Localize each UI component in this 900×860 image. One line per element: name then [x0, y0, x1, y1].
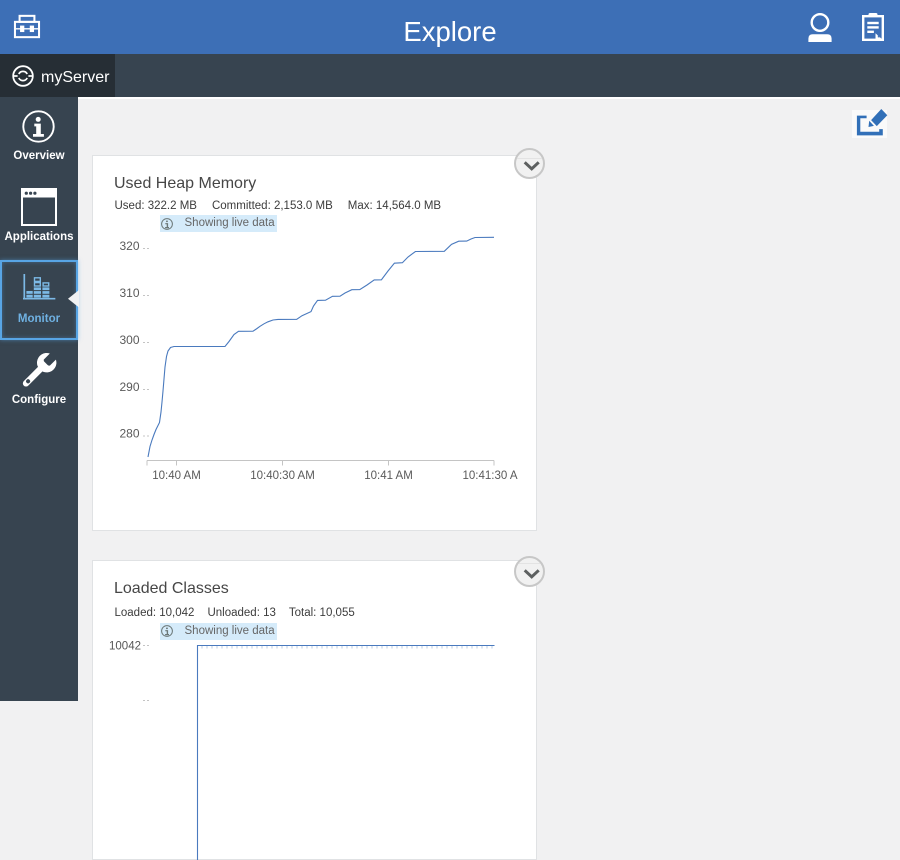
- svg-text:310: 310: [119, 286, 139, 300]
- svg-text:280: 280: [119, 427, 139, 441]
- svg-text:10:40:30 AM: 10:40:30 AM: [250, 470, 315, 482]
- svg-text:10:41 AM: 10:41 AM: [364, 470, 413, 482]
- svg-text:290: 290: [119, 380, 139, 394]
- svg-text:10:41:30 A: 10:41:30 A: [463, 470, 518, 482]
- svg-text:10042: 10042: [109, 641, 141, 653]
- svg-text:320: 320: [119, 239, 139, 253]
- svg-text:300: 300: [119, 333, 139, 347]
- svg-text:10:40 AM: 10:40 AM: [152, 470, 201, 482]
